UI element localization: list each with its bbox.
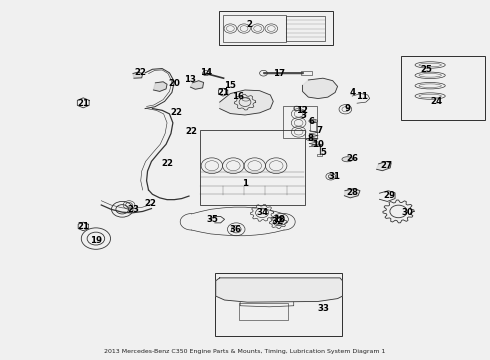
Bar <box>283 106 317 138</box>
Bar <box>239 303 288 320</box>
Text: 3: 3 <box>300 111 306 120</box>
Text: 19: 19 <box>90 236 102 245</box>
Polygon shape <box>191 81 203 89</box>
Polygon shape <box>376 161 391 171</box>
Text: 22: 22 <box>185 127 197 136</box>
Text: 29: 29 <box>384 191 396 200</box>
Bar <box>317 154 322 156</box>
Bar <box>310 122 316 131</box>
Text: 21: 21 <box>217 88 229 97</box>
Text: 22: 22 <box>161 159 173 168</box>
Text: 16: 16 <box>232 91 244 100</box>
Polygon shape <box>344 189 360 198</box>
Polygon shape <box>153 82 167 91</box>
Polygon shape <box>220 90 273 115</box>
Bar <box>219 11 333 45</box>
Text: 22: 22 <box>134 68 146 77</box>
Text: 10: 10 <box>312 140 324 149</box>
Text: 33: 33 <box>317 304 329 313</box>
Text: 20: 20 <box>169 79 180 88</box>
Bar <box>215 273 343 337</box>
Text: 27: 27 <box>380 161 392 170</box>
Text: 9: 9 <box>344 104 350 113</box>
Text: 22: 22 <box>171 108 183 117</box>
Text: 32: 32 <box>271 217 284 226</box>
Text: 22: 22 <box>144 199 156 208</box>
Bar <box>301 71 312 75</box>
Text: 21: 21 <box>77 222 89 231</box>
Polygon shape <box>302 78 338 99</box>
Text: 15: 15 <box>224 81 236 90</box>
Text: 5: 5 <box>320 148 326 157</box>
Text: 4: 4 <box>349 88 355 97</box>
Text: 1: 1 <box>242 179 248 188</box>
Text: 24: 24 <box>430 97 442 106</box>
Text: 6: 6 <box>309 117 315 126</box>
Polygon shape <box>133 72 143 78</box>
Text: 23: 23 <box>127 205 139 214</box>
Text: 28: 28 <box>346 188 358 197</box>
Text: 35: 35 <box>206 215 218 224</box>
Text: 8: 8 <box>307 134 313 143</box>
Text: 14: 14 <box>200 68 212 77</box>
Text: 30: 30 <box>401 208 413 217</box>
Text: 21: 21 <box>77 99 89 108</box>
Text: 18: 18 <box>273 215 285 224</box>
Text: 25: 25 <box>421 66 433 75</box>
Text: 34: 34 <box>256 208 268 217</box>
Text: 2: 2 <box>247 20 253 29</box>
Text: 11: 11 <box>356 91 368 100</box>
Text: 13: 13 <box>184 76 196 85</box>
Bar <box>287 17 325 41</box>
Polygon shape <box>216 278 343 302</box>
Text: 17: 17 <box>273 69 285 78</box>
Text: 12: 12 <box>296 106 308 115</box>
Bar <box>294 107 305 110</box>
Text: 7: 7 <box>317 126 322 135</box>
Bar <box>200 130 305 205</box>
Bar <box>401 57 485 120</box>
Ellipse shape <box>342 157 353 162</box>
Bar <box>223 15 287 42</box>
Text: 2013 Mercedes-Benz C350 Engine Parts & Mounts, Timing, Lubrication System Diagra: 2013 Mercedes-Benz C350 Engine Parts & M… <box>104 349 386 354</box>
Text: 31: 31 <box>328 172 340 181</box>
Text: 36: 36 <box>229 225 241 234</box>
Text: 26: 26 <box>346 154 358 163</box>
